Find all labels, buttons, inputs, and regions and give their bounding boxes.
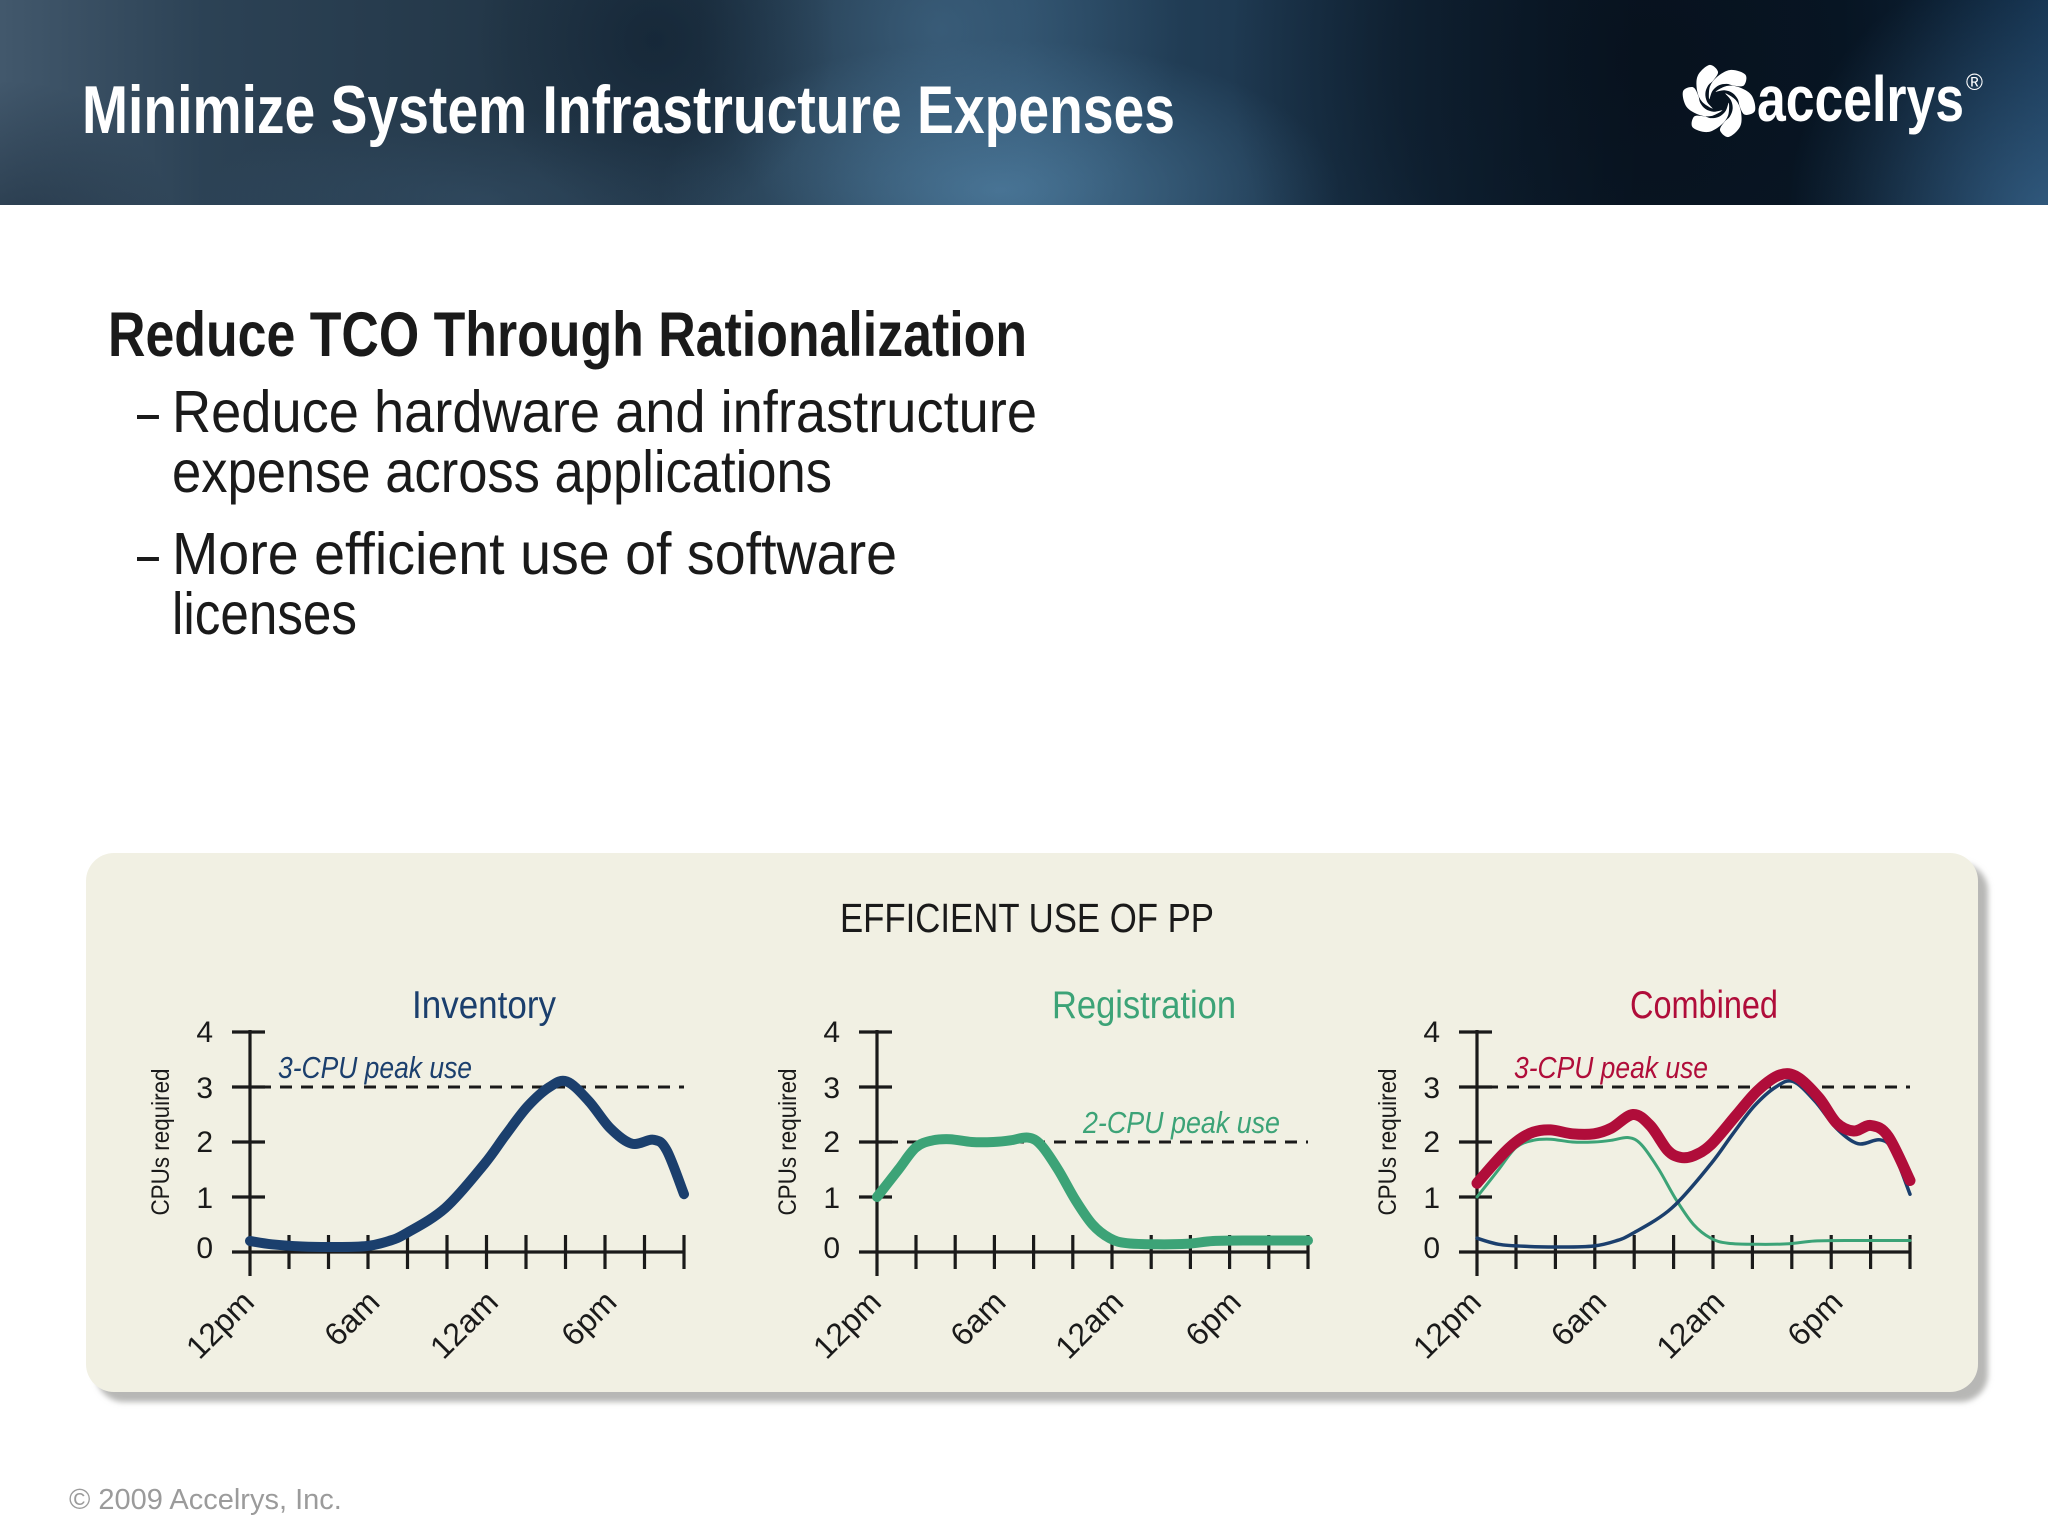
svg-text:accelrys: accelrys <box>1757 63 1964 135</box>
svg-text:Minimize System Infrastructure: Minimize System Infrastructure Expenses <box>82 72 1175 148</box>
svg-text:1: 1 <box>823 1182 840 1215</box>
svg-text:3: 3 <box>196 1072 213 1105</box>
svg-text:–: – <box>137 521 159 587</box>
svg-text:2: 2 <box>1423 1126 1440 1159</box>
svg-text:–: – <box>137 379 159 445</box>
svg-text:EFFICIENT USE OF PP: EFFICIENT USE OF PP <box>840 895 1214 941</box>
svg-text:0: 0 <box>823 1232 840 1265</box>
svg-text:2-CPU peak use: 2-CPU peak use <box>1082 1105 1280 1140</box>
svg-text:3: 3 <box>823 1072 840 1105</box>
svg-text:1: 1 <box>1423 1182 1440 1215</box>
svg-text:3-CPU peak use: 3-CPU peak use <box>1514 1050 1708 1085</box>
svg-text:®: ® <box>1966 69 1983 95</box>
svg-text:Inventory: Inventory <box>412 984 556 1027</box>
svg-text:2: 2 <box>823 1126 840 1159</box>
svg-text:4: 4 <box>196 1016 213 1049</box>
svg-text:4: 4 <box>823 1016 840 1049</box>
svg-text:Registration: Registration <box>1052 984 1236 1027</box>
svg-text:© 2009 Accelrys, Inc.: © 2009 Accelrys, Inc. <box>69 1484 342 1516</box>
svg-text:expense across applications: expense across applications <box>172 439 832 505</box>
svg-text:3-CPU peak use: 3-CPU peak use <box>278 1050 472 1085</box>
svg-text:Combined: Combined <box>1630 984 1778 1027</box>
svg-text:CPUs required: CPUs required <box>1374 1069 1402 1216</box>
svg-text:licenses: licenses <box>172 581 357 647</box>
svg-text:0: 0 <box>196 1232 213 1265</box>
svg-text:CPUs required: CPUs required <box>147 1069 175 1216</box>
svg-text:0: 0 <box>1423 1232 1440 1265</box>
svg-text:Reduce hardware and infrastruc: Reduce hardware and infrastructure <box>172 379 1037 445</box>
svg-text:3: 3 <box>1423 1072 1440 1105</box>
svg-text:1: 1 <box>196 1182 213 1215</box>
svg-text:CPUs required: CPUs required <box>774 1069 802 1216</box>
svg-text:More efficient use of software: More efficient use of software <box>172 521 897 587</box>
svg-text:Reduce TCO Through Rationaliza: Reduce TCO Through Rationalization <box>108 300 1027 370</box>
svg-text:4: 4 <box>1423 1016 1440 1049</box>
svg-text:2: 2 <box>196 1126 213 1159</box>
